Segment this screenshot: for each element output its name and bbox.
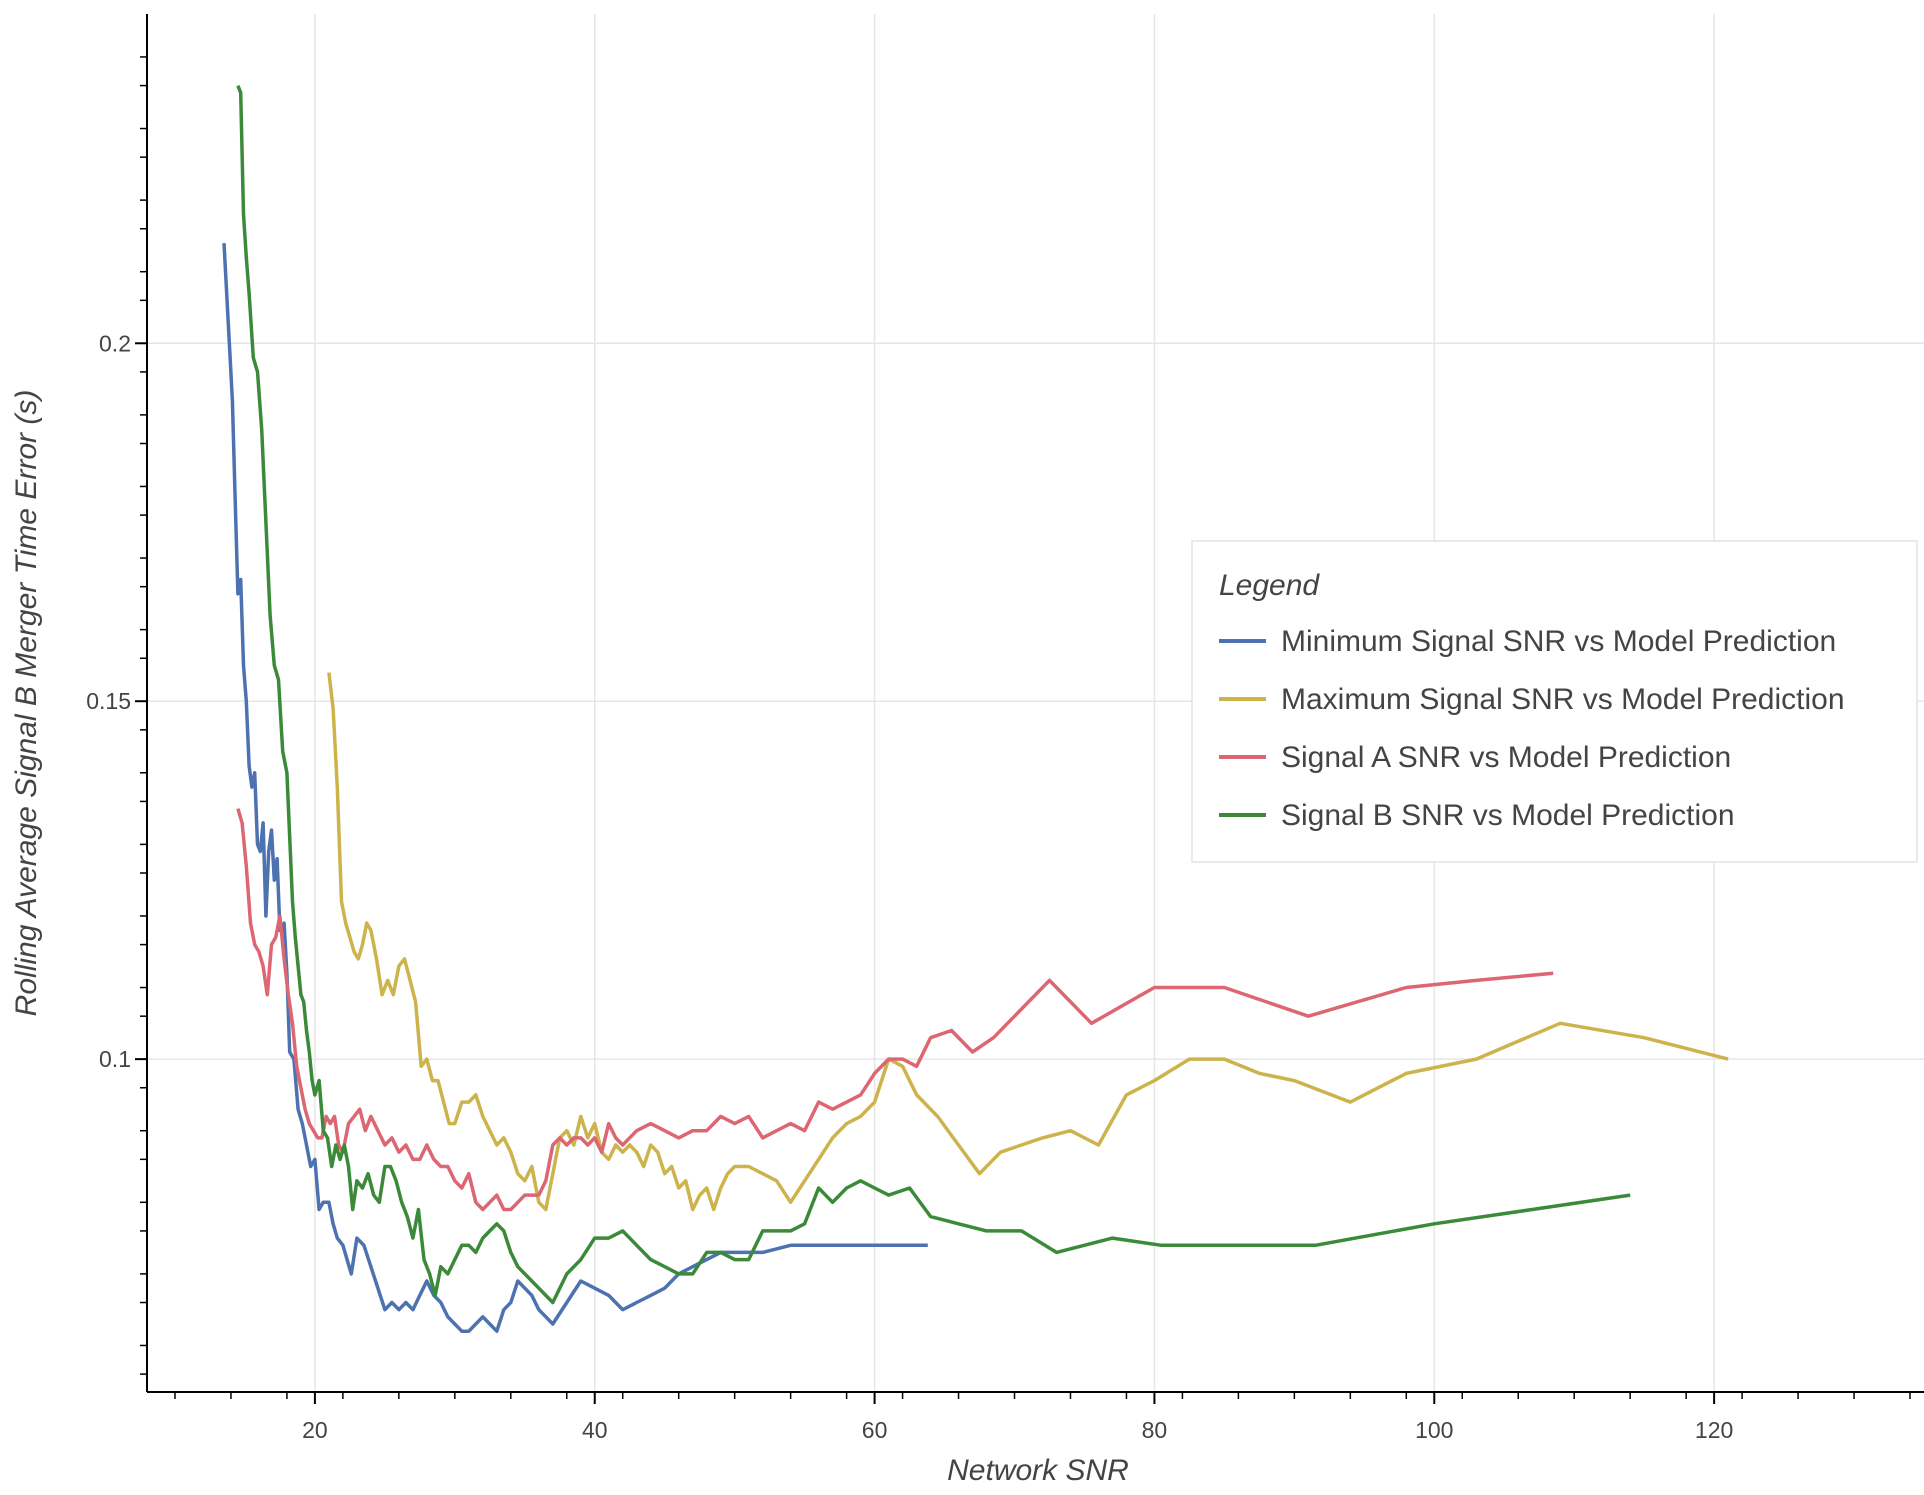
legend-label-1: Maximum Signal SNR vs Model Prediction: [1281, 683, 1845, 716]
legend: Legend Minimum Signal SNR vs Model Predi…: [1191, 540, 1918, 863]
series-line-1: [327, 672, 1729, 1212]
series-lines: [222, 84, 1729, 1333]
legend-label-0: Minimum Signal SNR vs Model Prediction: [1281, 625, 1836, 658]
series-line-2: [236, 808, 1554, 1212]
x-axis-label: Network SNR: [947, 1454, 1129, 1487]
series-line-0: [222, 243, 928, 1333]
y-tick-label-2: 0.2: [99, 330, 131, 356]
x-tick-label-0: 20: [302, 1417, 328, 1443]
ticks: 20 40 60 80 100 120 0.1 0.15 0.2: [86, 56, 1911, 1443]
x-tick-label-5: 120: [1695, 1417, 1733, 1443]
y-axis-label: Rolling Average Signal B Merger Time Err…: [10, 390, 43, 1017]
axes: [146, 14, 1924, 1393]
legend-box: [1191, 540, 1918, 863]
y-tick-label-1: 0.15: [86, 688, 131, 714]
x-tick-label-4: 100: [1415, 1417, 1453, 1443]
legend-label-2: Signal A SNR vs Model Prediction: [1281, 741, 1731, 774]
x-tick-label-1: 40: [582, 1417, 608, 1443]
x-tick-label-3: 80: [1142, 1417, 1168, 1443]
legend-title: Legend: [1219, 569, 1320, 602]
series-line-3: [236, 84, 1631, 1305]
y-tick-label-0: 0.1: [99, 1046, 131, 1072]
x-tick-label-2: 60: [862, 1417, 888, 1443]
legend-label-3: Signal B SNR vs Model Prediction: [1281, 799, 1735, 832]
